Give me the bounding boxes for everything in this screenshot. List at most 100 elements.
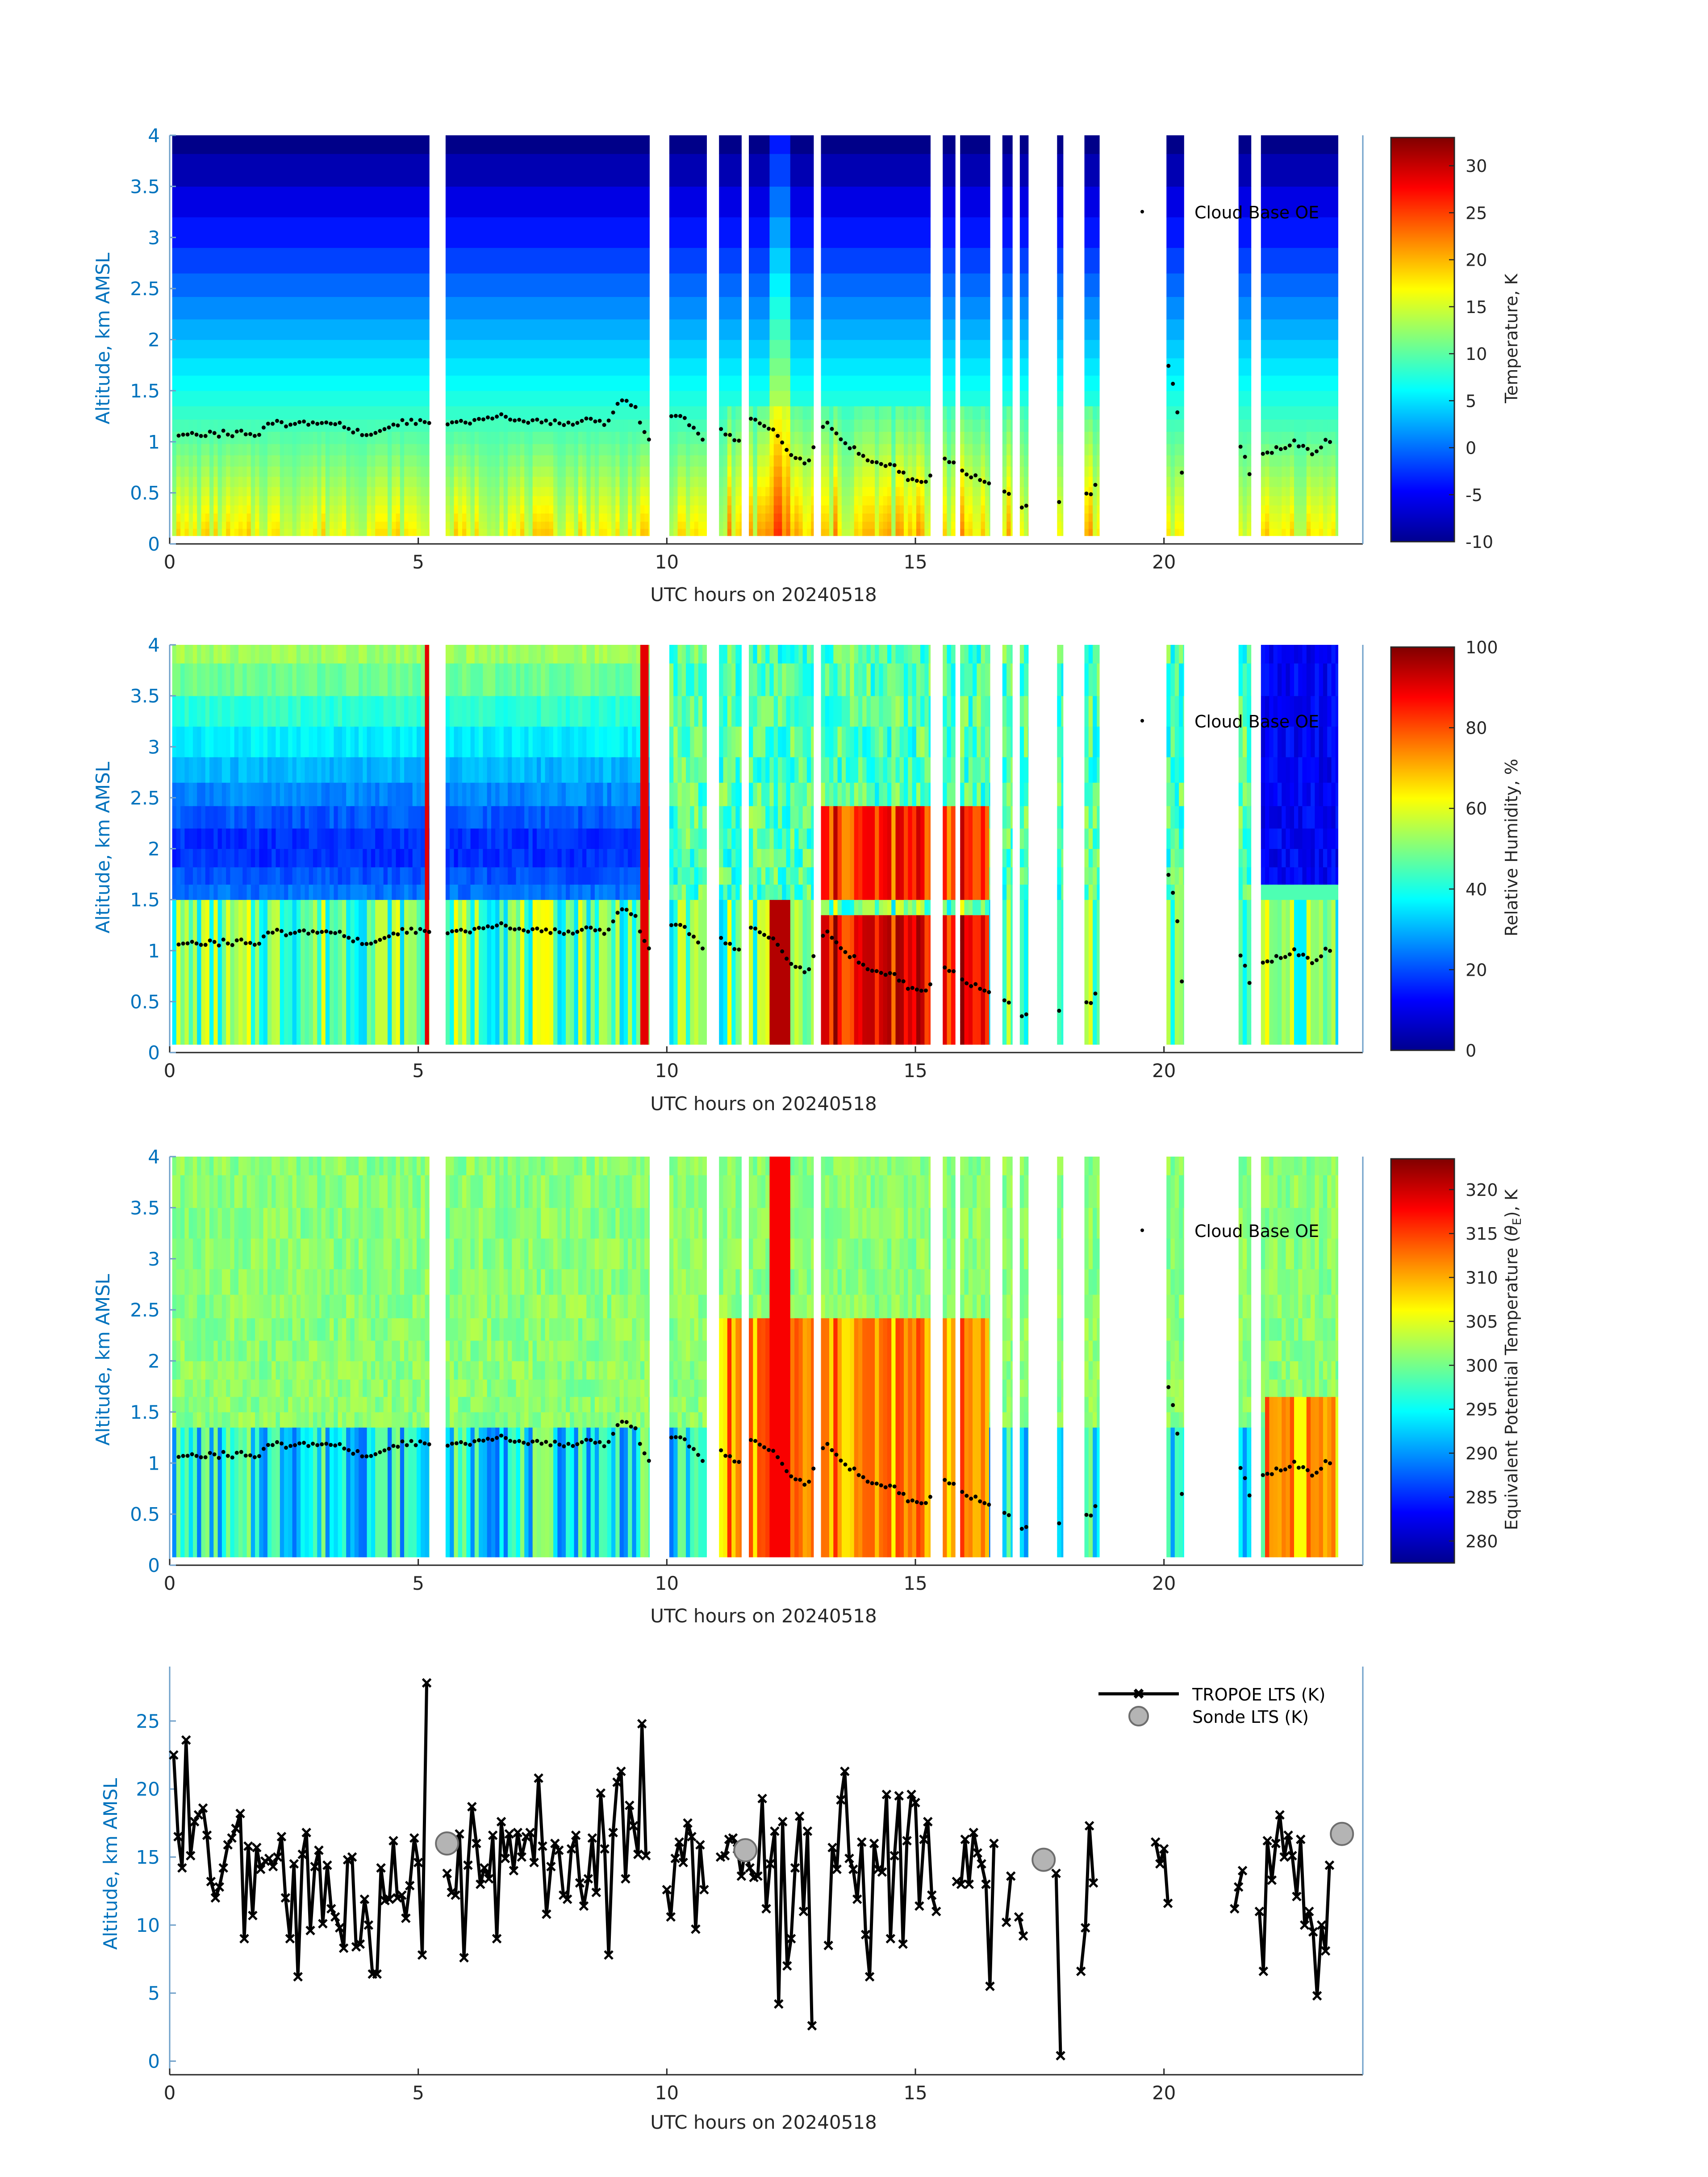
heatmap-cell <box>301 476 305 487</box>
heatmap-cell <box>334 319 338 340</box>
heatmap-cell <box>1097 375 1100 391</box>
heatmap-cell <box>1019 297 1024 320</box>
heatmap-cell <box>296 486 301 497</box>
heatmap-cell <box>334 375 338 391</box>
heatmap-cell <box>778 476 782 487</box>
heatmap-cell <box>176 297 181 320</box>
heatmap-cell <box>773 297 778 320</box>
heatmap-cell <box>964 135 969 154</box>
heatmap-cell <box>1179 455 1183 467</box>
heatmap-cell <box>862 431 867 444</box>
heatmap-cell <box>429 486 430 497</box>
heatmap-cell <box>363 375 367 391</box>
heatmap-cell <box>561 247 566 274</box>
heatmap-cell <box>1002 247 1007 274</box>
heatmap-cell <box>553 375 558 391</box>
heatmap-cell <box>636 186 641 217</box>
heatmap-cell <box>951 419 956 432</box>
heatmap-cell <box>769 297 774 320</box>
heatmap-cell <box>557 406 562 420</box>
heatmap-cell <box>769 339 774 359</box>
heatmap-cell <box>172 390 177 406</box>
heatmap-cell <box>276 135 280 154</box>
heatmap-cell <box>553 486 558 497</box>
heatmap-cell <box>644 505 649 514</box>
heatmap-cell <box>841 431 846 444</box>
heatmap-cell <box>321 513 326 522</box>
heatmap-cell <box>594 375 599 391</box>
heatmap-cell <box>462 521 467 529</box>
heatmap-cell <box>317 186 322 217</box>
heatmap-cell <box>388 466 392 477</box>
heatmap-cell <box>325 521 330 529</box>
heatmap-cell <box>462 443 467 455</box>
heatmap-cell <box>330 476 334 487</box>
heatmap-cell <box>1238 443 1243 455</box>
heatmap-cell <box>305 486 309 497</box>
heatmap-cell <box>396 528 401 536</box>
heatmap-cell <box>607 486 612 497</box>
heatmap-cell <box>985 443 990 455</box>
heatmap-cell <box>176 431 181 444</box>
heatmap-cell <box>895 455 900 467</box>
heatmap-cell <box>578 486 583 497</box>
heatmap-cell <box>574 406 579 420</box>
heatmap-cell <box>549 339 554 359</box>
heatmap-cell <box>769 486 774 497</box>
heatmap-cell <box>180 247 185 274</box>
heatmap-cell <box>193 431 197 444</box>
heatmap-cell <box>549 247 554 274</box>
heatmap-cell <box>1024 217 1028 248</box>
heatmap-cell <box>541 390 546 406</box>
heatmap-cell <box>354 319 359 340</box>
heatmap-cell <box>594 513 599 522</box>
heatmap-cell <box>702 247 707 274</box>
heatmap-cell <box>677 443 682 455</box>
heatmap-cell <box>516 217 521 248</box>
heatmap-cell <box>429 217 430 248</box>
heatmap-cell <box>1170 406 1175 420</box>
heatmap-cell <box>924 505 929 514</box>
heatmap-cell <box>821 513 826 522</box>
heatmap-cell <box>516 455 521 467</box>
heatmap-cell <box>920 455 925 467</box>
heatmap-cell <box>267 521 272 529</box>
heatmap-cell <box>611 339 616 359</box>
heatmap-cell <box>421 419 426 432</box>
heatmap-cell <box>251 390 255 406</box>
heatmap-cell <box>470 476 475 487</box>
heatmap-cell <box>479 513 483 522</box>
heatmap-cell <box>798 521 803 529</box>
heatmap-cell <box>753 135 758 154</box>
heatmap-cell <box>985 521 990 529</box>
heatmap-cell <box>412 513 417 522</box>
heatmap-cell <box>960 273 965 297</box>
heatmap-cell <box>330 513 334 522</box>
heatmap-cell <box>681 513 686 522</box>
heatmap-cell <box>574 455 579 467</box>
heatmap-cell <box>503 154 508 187</box>
heatmap-cell <box>632 135 637 154</box>
heatmap-cell <box>973 419 977 432</box>
heatmap-cell <box>825 135 830 154</box>
heatmap-cell <box>757 217 762 248</box>
heatmap-cell <box>615 476 620 487</box>
heatmap-cell <box>532 273 537 297</box>
heatmap-cell <box>833 154 838 187</box>
heatmap-cell <box>951 496 956 506</box>
heatmap-cell <box>648 521 650 529</box>
heatmap-cell <box>681 505 686 514</box>
heatmap-cell <box>392 186 397 217</box>
heatmap-cell <box>628 496 632 506</box>
heatmap-cell <box>825 505 830 514</box>
heatmap-cell <box>1084 319 1089 340</box>
heatmap-cell <box>396 217 401 248</box>
heatmap-cell <box>782 486 787 497</box>
heatmap-cell <box>499 375 504 391</box>
heatmap-cell <box>690 521 695 529</box>
heatmap-cell <box>354 339 359 359</box>
heatmap-cell <box>947 521 952 529</box>
heatmap-cell <box>825 390 830 406</box>
heatmap-cell <box>404 505 409 514</box>
heatmap-cell <box>891 466 896 477</box>
